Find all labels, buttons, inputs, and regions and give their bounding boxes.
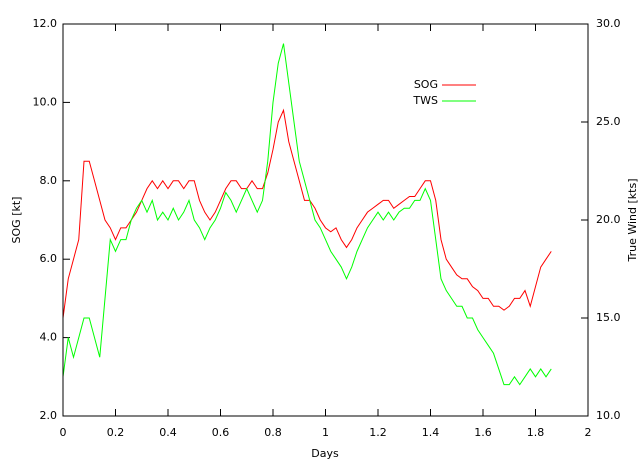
legend-label: SOG bbox=[414, 78, 438, 91]
y2-tick-label: 20.0 bbox=[596, 213, 621, 226]
y2-axis-label: True Wind [kts] bbox=[626, 179, 639, 263]
x-tick-label: 0.6 bbox=[212, 426, 230, 439]
x-tick-label: 1 bbox=[322, 426, 329, 439]
x-tick-label: 1.6 bbox=[474, 426, 492, 439]
y-tick-label: 4.0 bbox=[40, 331, 58, 344]
x-tick-label: 1.2 bbox=[369, 426, 387, 439]
x-axis-label: Days bbox=[311, 447, 339, 460]
y-tick-label: 2.0 bbox=[40, 409, 58, 422]
y2-tick-label: 30.0 bbox=[596, 17, 621, 30]
y-tick-label: 6.0 bbox=[40, 252, 58, 265]
data-line bbox=[62, 43, 552, 386]
x-tick-label: 1.8 bbox=[527, 426, 545, 439]
x-tick-label: 2 bbox=[585, 426, 592, 439]
y-tick-label: 8.0 bbox=[40, 174, 58, 187]
y-tick-label: 12.0 bbox=[33, 17, 58, 30]
y-axis-label: SOG [kt] bbox=[10, 197, 23, 244]
data-line bbox=[62, 108, 552, 319]
y2-tick-label: 25.0 bbox=[596, 115, 621, 128]
x-tick-label: 0.2 bbox=[107, 426, 125, 439]
legend-label: TWS bbox=[412, 94, 438, 107]
x-tick-label: 0.4 bbox=[159, 426, 177, 439]
x-tick-label: 0.8 bbox=[264, 426, 282, 439]
y2-tick-label: 10.0 bbox=[596, 409, 621, 422]
y2-tick-label: 15.0 bbox=[596, 311, 621, 324]
x-tick-label: 1.4 bbox=[422, 426, 440, 439]
y-tick-label: 10.0 bbox=[33, 95, 58, 108]
plot-border bbox=[62, 23, 589, 417]
x-tick-label: 0 bbox=[60, 426, 67, 439]
